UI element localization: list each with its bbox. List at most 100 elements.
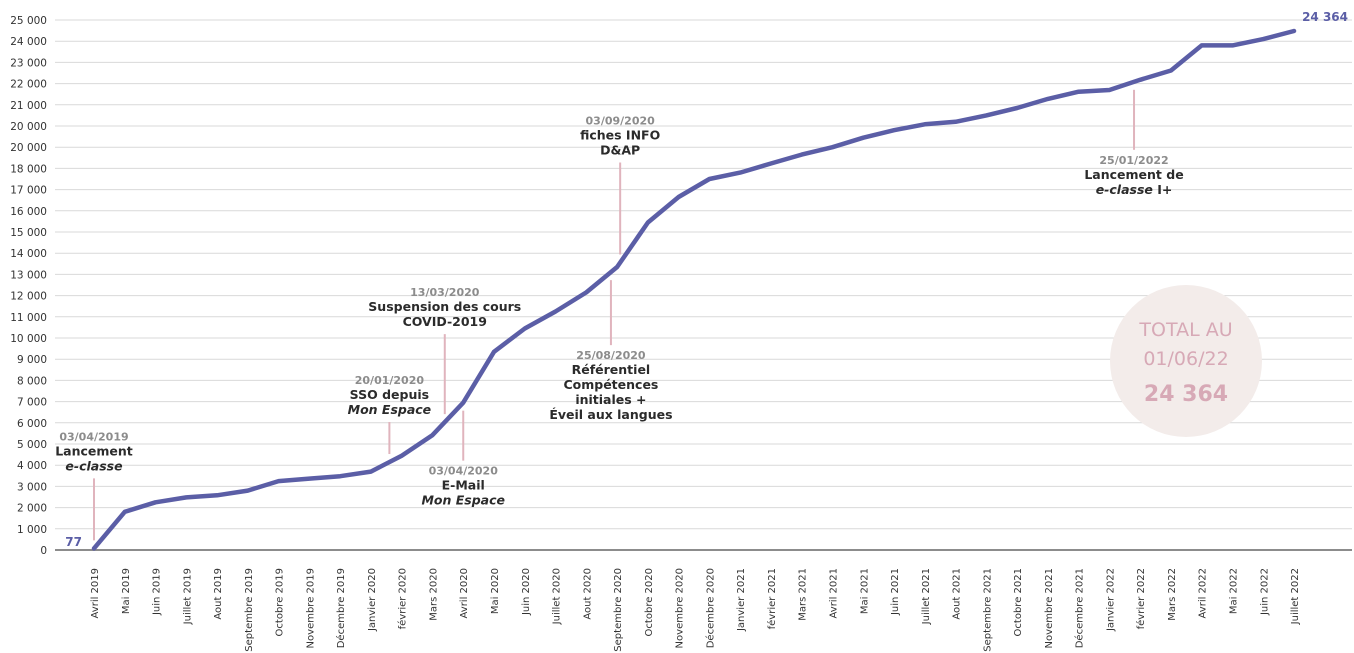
y-tick-label: 16 000: [10, 206, 47, 218]
y-tick-label: 18 000: [10, 163, 47, 175]
annotation-date: 03/04/2020: [429, 465, 499, 478]
y-tick-label: 11 000: [10, 312, 47, 324]
x-tick-label: Aout 2020: [582, 568, 593, 620]
y-tick-label: 25 000: [10, 15, 47, 27]
annotation-text: Lancement: [55, 443, 133, 458]
x-tick-label: Janvier 2022: [1105, 568, 1116, 632]
x-tick-label: Mars 2022: [1167, 568, 1178, 621]
series-line: [91, 28, 1297, 551]
annotation-text: e-classe: [65, 458, 122, 473]
annotation-date: 03/09/2020: [586, 115, 656, 128]
annotation-text: initiales +: [575, 392, 646, 407]
x-tick-label: Juin 2022: [1259, 568, 1270, 616]
x-tick-label: Novembre 2020: [675, 568, 686, 648]
x-tick-label: Novembre 2019: [305, 568, 316, 648]
x-tick-label: Avril 2022: [1198, 568, 1209, 618]
grid-lines: [55, 19, 1352, 551]
y-tick-label: 14 000: [10, 248, 47, 260]
y-tick-label: 4 000: [17, 460, 47, 472]
x-tick-label: Mai 2020: [490, 568, 501, 614]
x-axis-tick-labels: Avril 2019 Mai 2019 Juin 2019 Juillet 2019 A…: [90, 568, 1301, 652]
x-tick-label: Mars 2020: [428, 568, 439, 621]
annotation-text: COVID-2019: [403, 314, 487, 329]
x-tick-label: Octobre 2021: [1013, 568, 1024, 636]
y-tick-label: 24 000: [10, 36, 47, 48]
start-value-label: 77: [65, 535, 82, 549]
x-tick-label: Juillet 2020: [552, 568, 563, 625]
annotation-text: Mon Espace: [421, 493, 505, 508]
x-tick-label: Avril 2019: [90, 568, 101, 618]
annotation-text: Suspension des cours: [368, 299, 521, 314]
x-tick-label: Mai 2019: [121, 568, 132, 614]
x-tick-label: février 2021: [766, 568, 778, 629]
y-tick-label: 10 000: [10, 333, 47, 345]
x-tick-label: Aout 2019: [213, 568, 224, 620]
annotation-text: fiches INFO: [580, 128, 660, 143]
total-badge-value: 24 364: [1144, 382, 1228, 407]
y-tick-label: 20 000: [10, 142, 47, 154]
y-tick-label: 2 000: [17, 503, 47, 515]
x-tick-label: Septembre 2020: [613, 568, 624, 652]
y-tick-label: 5 000: [17, 439, 47, 451]
x-tick-label: Juillet 2019: [182, 568, 193, 625]
annotation-text: D&AP: [600, 143, 640, 158]
y-tick-label: 8 000: [17, 375, 47, 387]
y-tick-label: 13 000: [10, 269, 47, 281]
annotation-text: Mon Espace: [348, 402, 432, 417]
annotation-date: 03/04/2019: [59, 430, 128, 443]
y-tick-label: 0: [40, 545, 47, 557]
x-tick-label: Décembre 2019: [335, 568, 347, 648]
x-tick-label: Octobre 2020: [644, 568, 655, 636]
x-tick-label: Juin 2020: [521, 568, 532, 616]
y-tick-label: 20 000: [10, 121, 47, 133]
x-tick-label: février 2020: [397, 568, 409, 629]
annotation-text: Éveil aux langues: [549, 407, 672, 422]
total-badge-line1: TOTAL AU: [1138, 319, 1232, 341]
x-tick-label: Juin 2019: [152, 568, 163, 616]
y-tick-label: 17 000: [10, 185, 47, 197]
y-tick-label: 12 000: [10, 291, 47, 303]
total-badge-line2: 01/06/22: [1143, 348, 1228, 370]
y-tick-label: 9 000: [17, 354, 47, 366]
y-axis-tick-labels: 0 1 000 2 000 3 000 4 000 5 000 6 000 7 000 8 00…: [10, 15, 47, 557]
annotation-date: 13/03/2020: [410, 286, 480, 299]
x-tick-label: Avril 2021: [828, 568, 839, 618]
end-value-label: 24 364: [1302, 10, 1348, 24]
x-tick-label: Avril 2020: [459, 568, 470, 618]
x-tick-label: Mai 2022: [1228, 568, 1239, 614]
annotation-date: 25/01/2022: [1099, 154, 1168, 167]
x-tick-label: Décembre 2020: [704, 568, 716, 648]
x-tick-label: Décembre 2021: [1074, 568, 1086, 648]
annotation-text: Compétences: [563, 377, 658, 392]
x-tick-label: Septembre 2019: [244, 568, 255, 652]
annotation-text: e-classe I+: [1096, 182, 1173, 197]
y-tick-label: 6 000: [17, 418, 47, 430]
x-tick-label: Janvier 2021: [736, 568, 747, 632]
x-tick-label: Juillet 2021: [921, 568, 932, 625]
x-tick-label: Octobre 2019: [275, 568, 286, 636]
annotation-date: 25/08/2020: [576, 349, 646, 362]
y-tick-label: 7 000: [17, 397, 47, 409]
y-tick-label: 23 000: [10, 57, 47, 69]
x-tick-label: Aout 2021: [952, 568, 963, 620]
annotation-stems: [93, 89, 1136, 541]
x-tick-label: février 2022: [1135, 568, 1147, 629]
x-tick-label: Juin 2021: [890, 568, 901, 616]
series-line-path: [91, 28, 1297, 551]
annotation-date: 20/01/2020: [355, 374, 425, 387]
x-tick-label: Janvier 2020: [367, 568, 378, 632]
annotation-text: Lancement de: [1084, 167, 1183, 182]
x-tick-label: Septembre 2021: [982, 568, 993, 652]
y-tick-label: 3 000: [17, 481, 47, 493]
x-tick-label: Novembre 2021: [1044, 568, 1055, 648]
annotation-text: E-Mail: [442, 478, 485, 493]
y-tick-label: 22 000: [10, 79, 47, 91]
y-tick-label: 1 000: [17, 524, 47, 536]
x-tick-label: Mai 2021: [859, 568, 870, 614]
y-tick-label: 15 000: [10, 227, 47, 239]
annotation-text: Référentiel: [572, 362, 651, 377]
x-tick-label: Juillet 2022: [1290, 568, 1301, 625]
total-badge: TOTAL AU 01/06/22 24 364: [1110, 285, 1262, 437]
total-badge-circle: [1110, 285, 1262, 437]
